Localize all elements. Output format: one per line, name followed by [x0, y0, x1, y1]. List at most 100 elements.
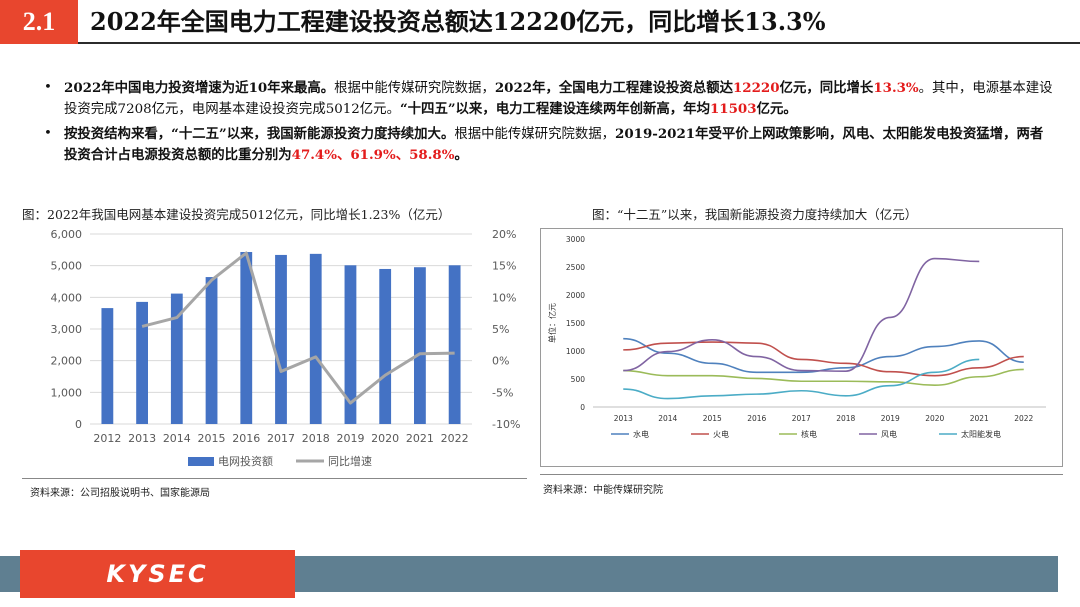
- x-tick-label: 2021: [406, 432, 434, 445]
- y-right-tick-label: 20%: [492, 228, 516, 241]
- bullet-2-text-bold: 2019-2021年受平价上网政策影响，风电、太阳能发电投资猛增，两者投资合计占…: [64, 126, 1044, 163]
- y-tick-label: 3000: [566, 235, 585, 244]
- bar: [170, 293, 183, 424]
- chart2-caption: 图：“十二五”以来，我国新能源投资力度持续加大（亿元）: [592, 207, 918, 222]
- bar: [414, 267, 426, 424]
- energy-investment-chart-frame: 0 500 1000 1500 2000 2500 3000 单位：亿元 2013 2014 201…: [540, 228, 1063, 467]
- series-line: [623, 337, 1024, 374]
- y-right-tick-label: 10%: [492, 291, 516, 304]
- y-tick-label: 2000: [566, 291, 585, 300]
- x-tick-label: 2022: [441, 432, 469, 445]
- x-tick-label: 2018: [836, 414, 855, 423]
- bar: [136, 301, 148, 424]
- legend-label: 风电: [881, 429, 897, 439]
- x-tick-label: 2019: [881, 414, 900, 423]
- grid-investment-chart: 0 1,000 2,000 3,000 4,000 5,000 6,000 -10% -5% 0%…: [51, 228, 521, 468]
- bullet-1-lead: 2022年中国电力投资增速为近10年来最高。: [64, 80, 335, 96]
- bullet-2-values: 47.4%、61.9%、58.8%: [291, 147, 455, 163]
- x-tick-label: 2016: [232, 432, 260, 445]
- x-tick-label: 2021: [970, 414, 989, 423]
- series-line: [623, 358, 980, 400]
- bullet-1: • 2022年中国电力投资增速为近10年来最高。根据中能传媒研究院数据，2022…: [44, 78, 1054, 120]
- bullet-1-text-bold: 2022年，全国电力工程建设投资总额达: [494, 80, 733, 96]
- growth-line: [141, 251, 455, 405]
- x-tick-label: 2013: [128, 432, 156, 445]
- x-tick-label: 2012: [93, 432, 121, 445]
- series-line: [623, 368, 1024, 386]
- y-left-tick-label: 6,000: [51, 228, 83, 241]
- series-line: [623, 341, 1024, 377]
- bullet-2-lead: 按投资结构来看，“十二五”以来，我国新能源投资力度持续加大。: [64, 126, 455, 142]
- y-tick-label: 1000: [566, 347, 585, 356]
- x-tick-label: 2022: [1014, 414, 1033, 423]
- bullet-1-value-total: 12220: [732, 80, 780, 96]
- bullet-1-text-2: 亿元，同比增长: [779, 80, 874, 96]
- section-number-badge: 2.1: [0, 0, 78, 44]
- bullet-dot-icon: •: [44, 126, 52, 141]
- bar: [379, 268, 392, 424]
- y-axis-label: 单位：亿元: [547, 303, 557, 343]
- x-tick-label: 2020: [371, 432, 399, 445]
- kysec-logo: KYSEC: [20, 550, 295, 598]
- x-tick-label: 2017: [792, 414, 811, 423]
- chart1-caption: 图：2022年我国电网基本建设投资完成5012亿元，同比增长1.23%（亿元）: [22, 207, 451, 222]
- bullet-1-text-5: 亿元。: [756, 101, 797, 117]
- bullet-1-text-4: “十四五”以来，电力工程建设连续两年创新高，年均: [399, 101, 710, 117]
- bullet-dot-icon: •: [44, 80, 52, 95]
- y-left-tick-label: 0: [75, 418, 82, 431]
- x-tick-label: 2019: [336, 432, 364, 445]
- y-left-tick-label: 5,000: [51, 260, 83, 273]
- bullet-1-text-3: 。其中，电源基本建设投资完成7208亿元，电网基本建设投资完成5012亿元。: [64, 81, 1053, 117]
- bar: [205, 277, 218, 424]
- x-tick-label: 2015: [703, 414, 722, 423]
- chart2-source-divider: [540, 474, 1063, 475]
- bar: [309, 253, 322, 424]
- x-tick-label: 2020: [925, 414, 944, 423]
- series-line: [623, 257, 980, 372]
- header-divider: [78, 42, 1080, 44]
- bullet-1-text: 根据中能传媒研究院数据，: [334, 81, 495, 96]
- legend-label: 核电: [801, 429, 817, 439]
- x-tick-label: 2018: [302, 432, 330, 445]
- y-left-tick-label: 4,000: [51, 291, 83, 304]
- x-tick-label: 2016: [747, 414, 766, 423]
- y-right-tick-label: -10%: [492, 418, 520, 431]
- chart1-source: 资料来源：公司招股说明书、国家能源局: [30, 488, 210, 499]
- legend-label: 同比增速: [328, 454, 372, 468]
- bar: [101, 308, 114, 424]
- bullet-1-value-growth: 13.3%: [873, 80, 919, 96]
- slide-header: 2.1 2022年全国电力工程建设投资总额达12220亿元，同比增长13.3%: [0, 0, 1080, 44]
- legend-label: 水电: [633, 429, 649, 439]
- y-tick-label: 1500: [566, 319, 585, 328]
- y-tick-label: 2500: [566, 263, 585, 272]
- y-left-tick-label: 3,000: [51, 323, 83, 336]
- chart1-source-divider: [22, 478, 527, 479]
- bullet-2-text: 根据中能传媒研究院数据，: [454, 127, 616, 142]
- y-left-tick-label: 2,000: [51, 355, 83, 368]
- slide-title: 2022年全国电力工程建设投资总额达12220亿元，同比增长13.3%: [90, 7, 826, 36]
- bar: [275, 254, 287, 424]
- y-right-tick-label: 15%: [492, 260, 516, 273]
- y-left-tick-label: 1,000: [51, 386, 83, 399]
- bullet-2-text-3: 。: [454, 147, 468, 163]
- x-tick-label: 2014: [163, 432, 191, 445]
- chart2-source: 资料来源：中能传媒研究院: [543, 485, 663, 496]
- bar: [344, 265, 357, 424]
- x-tick-label: 2013: [614, 414, 633, 423]
- energy-investment-chart: 0 500 1000 1500 2000 2500 3000 单位：亿元 2013 2014 201…: [547, 235, 1046, 439]
- x-tick-label: 2015: [198, 432, 226, 445]
- bullet-1-value-avg: 11503: [709, 101, 757, 117]
- y-right-tick-label: 5%: [492, 323, 509, 336]
- legend-label: 太阳能发电: [961, 429, 1001, 439]
- y-tick-label: 500: [571, 375, 586, 384]
- legend-label: 电网投资额: [218, 454, 273, 468]
- y-right-tick-label: 0%: [492, 355, 509, 368]
- x-tick-label: 2014: [658, 414, 677, 423]
- bar: [240, 252, 253, 424]
- bar: [448, 265, 461, 424]
- legend-swatch-bar: [188, 457, 214, 466]
- y-right-tick-label: -5%: [492, 386, 513, 399]
- legend-label: 火电: [713, 429, 729, 439]
- bullet-list: • 2022年中国电力投资增速为近10年来最高。根据中能传媒研究院数据，2022…: [44, 78, 1054, 170]
- y-tick-label: 0: [580, 403, 585, 412]
